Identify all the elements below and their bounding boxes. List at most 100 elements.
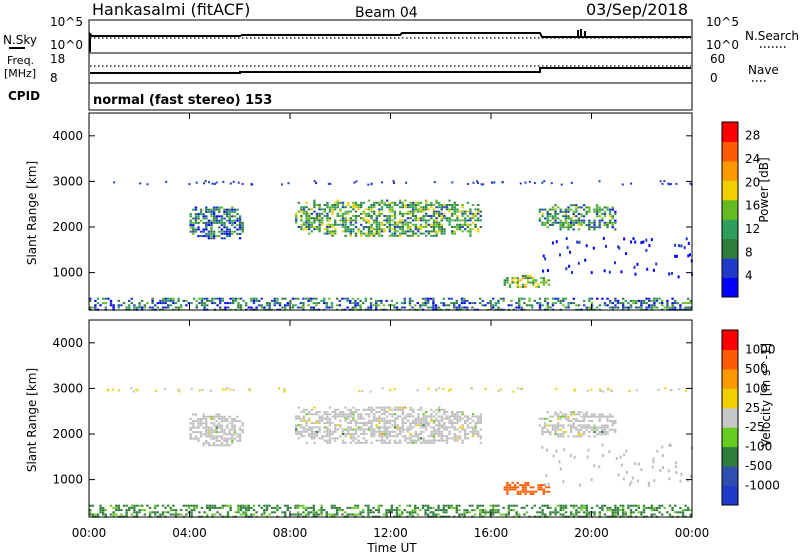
- data-cell: [359, 299, 362, 302]
- data-cell: [220, 420, 224, 423]
- data-cell: [210, 417, 213, 420]
- data-cell: [519, 492, 522, 495]
- data-cell: [336, 424, 339, 427]
- data-cell: [435, 212, 438, 215]
- data-cell: [156, 511, 159, 514]
- data-cell: [205, 435, 208, 438]
- data-cell: [360, 415, 363, 418]
- data-cell: [349, 210, 352, 213]
- data-cell: [218, 206, 221, 209]
- data-cell: [265, 509, 269, 512]
- data-cell: [406, 511, 409, 514]
- data-cell: [469, 208, 472, 211]
- data-cell: [438, 439, 441, 442]
- data-cell: [438, 223, 441, 226]
- data-cell: [305, 219, 308, 222]
- data-cell: [593, 513, 596, 516]
- data-cell: [89, 511, 92, 514]
- data-cell: [252, 504, 256, 507]
- data-cell: [263, 504, 266, 507]
- data-cell: [611, 422, 614, 425]
- data-cell: [616, 511, 620, 514]
- data-cell: [344, 435, 347, 438]
- data-cell: [681, 513, 685, 516]
- data-cell: [224, 302, 227, 305]
- data-cell: [593, 226, 596, 229]
- data-cell: [273, 304, 276, 307]
- data-cell: [412, 439, 415, 442]
- data-cell: [596, 504, 599, 507]
- data-cell: [572, 504, 575, 507]
- data-cell: [336, 297, 339, 300]
- data-cell: [572, 221, 575, 224]
- data-cell: [237, 509, 240, 512]
- data-cell: [365, 219, 368, 222]
- data-cell: [575, 509, 578, 512]
- data-cell: [378, 230, 381, 233]
- data-cell: [658, 297, 661, 300]
- scatter-point: [601, 443, 604, 447]
- data-cell: [456, 223, 459, 226]
- data-cell: [453, 230, 456, 233]
- data-cell: [399, 199, 402, 202]
- data-cell: [194, 228, 198, 231]
- data-cell: [435, 424, 438, 427]
- data-cell: [233, 208, 237, 211]
- scatter-point: [433, 181, 436, 184]
- data-cell: [386, 221, 389, 224]
- scatter-point: [674, 254, 677, 258]
- data-cell: [541, 428, 544, 431]
- data-cell: [323, 297, 326, 300]
- data-cell: [412, 208, 415, 211]
- scatter-point: [551, 241, 554, 245]
- data-cell: [577, 411, 581, 414]
- data-cell: [215, 206, 218, 209]
- data-cell: [383, 223, 386, 226]
- data-cell: [199, 208, 203, 211]
- data-cell: [518, 513, 521, 516]
- data-cell: [295, 428, 298, 431]
- data-cell: [562, 221, 565, 224]
- data-cell: [451, 206, 454, 209]
- data-cell: [650, 304, 653, 307]
- data-cell: [370, 206, 373, 209]
- data-cell: [627, 302, 630, 305]
- data-cell: [202, 215, 205, 218]
- data-cell: [354, 411, 358, 413]
- data-cell: [239, 504, 243, 507]
- data-cell: [577, 217, 581, 220]
- data-cell: [572, 210, 575, 213]
- scatter-point: [655, 262, 658, 266]
- data-cell: [352, 419, 355, 422]
- scatter-point: [353, 181, 356, 184]
- data-cell: [231, 422, 234, 425]
- data-cell: [437, 506, 440, 509]
- data-cell: [590, 415, 594, 418]
- data-cell: [529, 490, 532, 493]
- data-cell: [466, 509, 469, 512]
- data-cell: [223, 208, 226, 211]
- data-cell: [375, 406, 378, 409]
- scatter-point: [619, 455, 622, 459]
- data-cell: [411, 511, 414, 514]
- data-cell: [451, 419, 454, 422]
- data-cell: [215, 219, 218, 222]
- data-cell: [320, 511, 323, 514]
- data-cell: [461, 215, 464, 217]
- data-cell: [419, 228, 423, 231]
- data-cell: [546, 226, 549, 229]
- data-cell: [215, 420, 218, 423]
- data-cell: [529, 281, 532, 284]
- data-cell: [608, 413, 612, 416]
- data-cell: [305, 206, 308, 209]
- scatter-point: [593, 464, 596, 468]
- data-cell: [580, 224, 583, 226]
- data-cell: [650, 506, 653, 509]
- data-cell: [310, 428, 313, 431]
- data-cell: [401, 223, 404, 226]
- data-cell: [422, 208, 425, 211]
- data-cell: [404, 232, 407, 235]
- data-cell: [580, 215, 583, 218]
- data-cell: [497, 511, 500, 514]
- data-cell: [585, 411, 588, 414]
